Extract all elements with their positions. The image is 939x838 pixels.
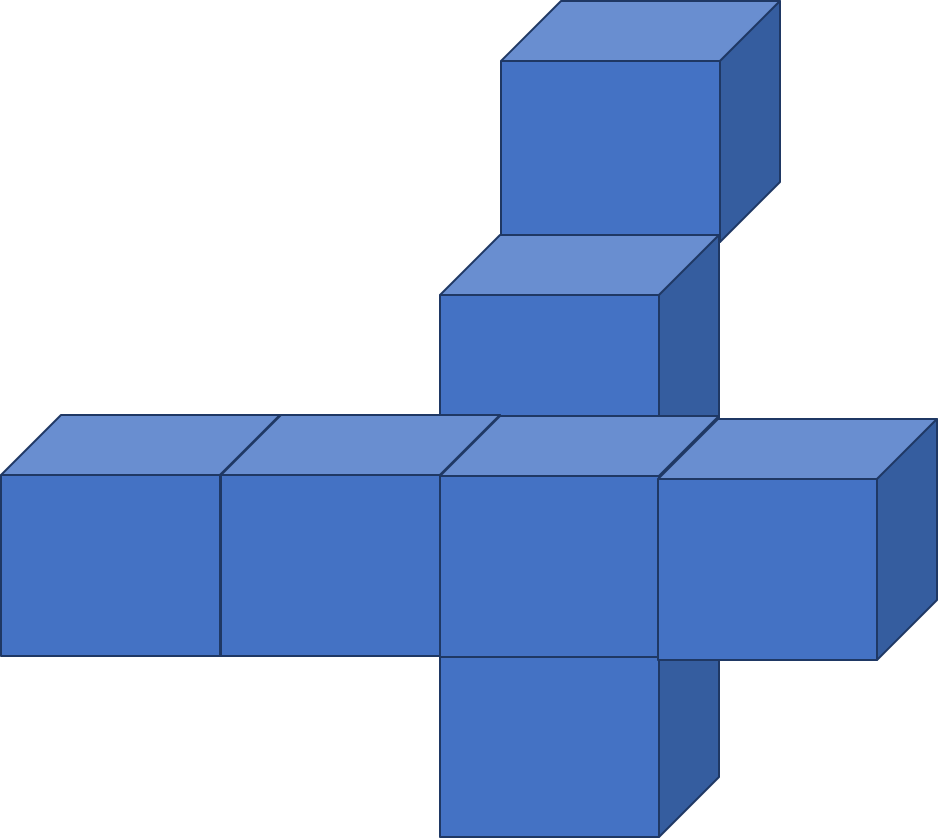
cube-right: [657, 418, 938, 661]
cube-bottom-front-face: [439, 655, 660, 838]
cube-center-front-face: [439, 475, 660, 658]
cube-top-back-front-face: [500, 60, 721, 243]
cube-left-end-front-face: [0, 474, 221, 657]
cube-top-back: [500, 0, 781, 243]
cube-right-front-face: [657, 478, 878, 661]
cube-left-inner-front-face: [220, 474, 441, 657]
